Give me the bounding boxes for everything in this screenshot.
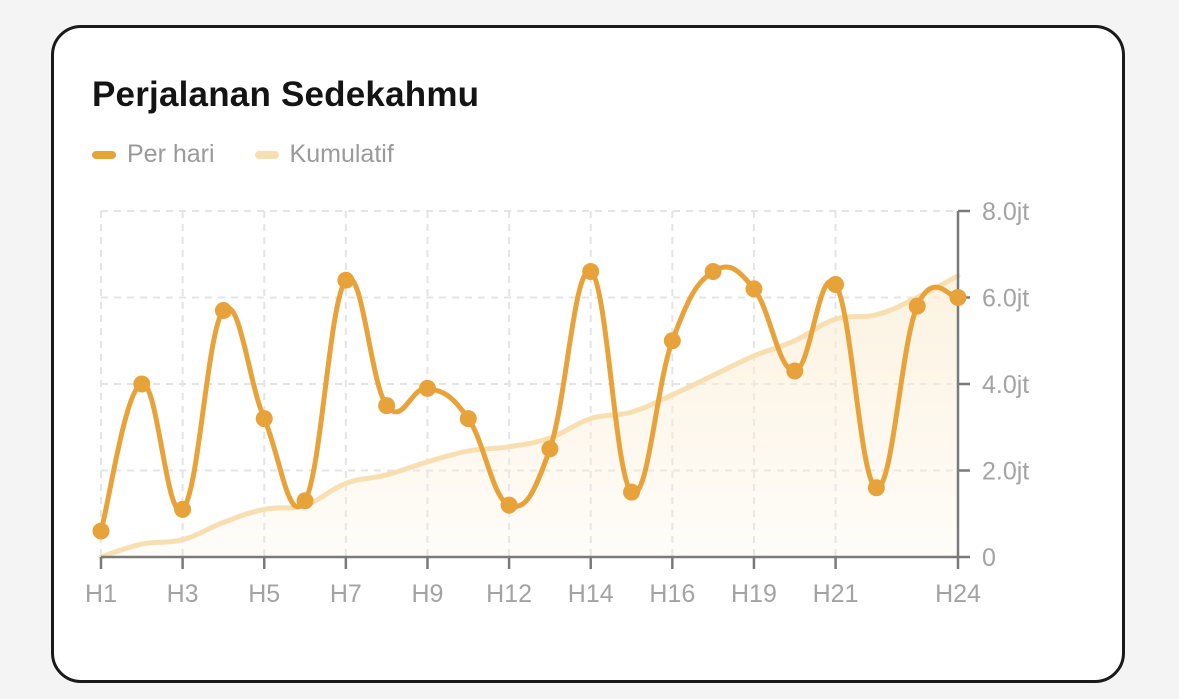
per-hari-point — [582, 263, 600, 281]
x-tick-label: H5 — [248, 580, 280, 608]
per-hari-point — [337, 271, 355, 289]
per-hari-point — [255, 410, 273, 428]
legend-swatch-per-hari — [92, 150, 116, 159]
per-hari-point — [378, 397, 396, 415]
per-hari-point — [92, 522, 110, 540]
per-hari-point — [214, 301, 232, 319]
per-hari-point — [133, 375, 151, 393]
x-tick-label: H12 — [486, 580, 532, 608]
per-hari-point — [418, 379, 436, 397]
legend-label-per-hari: Per hari — [127, 140, 215, 168]
per-hari-point — [908, 297, 926, 315]
y-tick-label: 8.0jt — [982, 198, 1029, 226]
x-tick-label: H7 — [330, 580, 362, 608]
per-hari-point — [296, 492, 314, 510]
legend-item-kumulatif[interactable]: Kumulatif — [254, 140, 394, 169]
per-hari-point — [867, 479, 885, 497]
x-tick-label: H19 — [731, 580, 777, 608]
x-tick-label: H1 — [85, 580, 117, 608]
kumulatif-line — [98, 273, 961, 560]
legend-label-kumulatif: Kumulatif — [289, 140, 394, 168]
per-hari-point — [704, 263, 722, 281]
per-hari-point — [663, 332, 681, 350]
per-hari-point — [827, 276, 845, 294]
x-tick-label: H24 — [935, 580, 981, 608]
per-hari-point — [949, 289, 967, 306]
per-hari-point — [623, 483, 641, 501]
x-tick-label: H3 — [167, 580, 199, 608]
y-tick-label: 4.0jt — [982, 371, 1029, 399]
per-hari-point — [500, 496, 518, 514]
kumulatif-area — [101, 275, 958, 557]
per-hari-point — [786, 362, 804, 380]
y-tick-label: 0 — [982, 544, 996, 572]
x-tick-label: H9 — [411, 580, 443, 608]
per-hari-point — [745, 280, 763, 298]
y-tick-label: 2.0jt — [982, 458, 1029, 486]
per-hari-point — [459, 410, 477, 428]
y-tick-label: 6.0jt — [982, 285, 1029, 313]
x-tick-label: H21 — [813, 580, 859, 608]
per-hari-point — [541, 440, 559, 458]
x-tick-label: H14 — [568, 580, 614, 608]
x-tick-label: H16 — [649, 580, 695, 608]
per-hari-point — [174, 500, 192, 518]
legend-item-per-hari[interactable]: Per hari — [92, 140, 215, 169]
chart-title: Perjalanan Sedekahmu — [92, 75, 480, 114]
legend-swatch-kumulatif — [254, 150, 279, 159]
chart-legend: Per hari Kumulatif — [92, 140, 434, 169]
